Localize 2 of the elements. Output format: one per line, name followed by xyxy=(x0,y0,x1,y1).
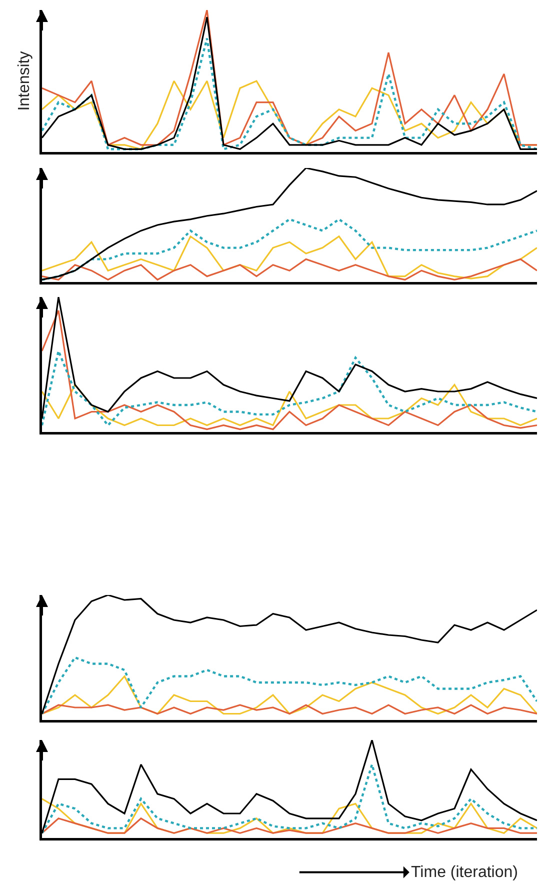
y-axis-title: Intensity xyxy=(16,51,34,111)
x-axis-title: Time (iteration) xyxy=(411,864,518,881)
